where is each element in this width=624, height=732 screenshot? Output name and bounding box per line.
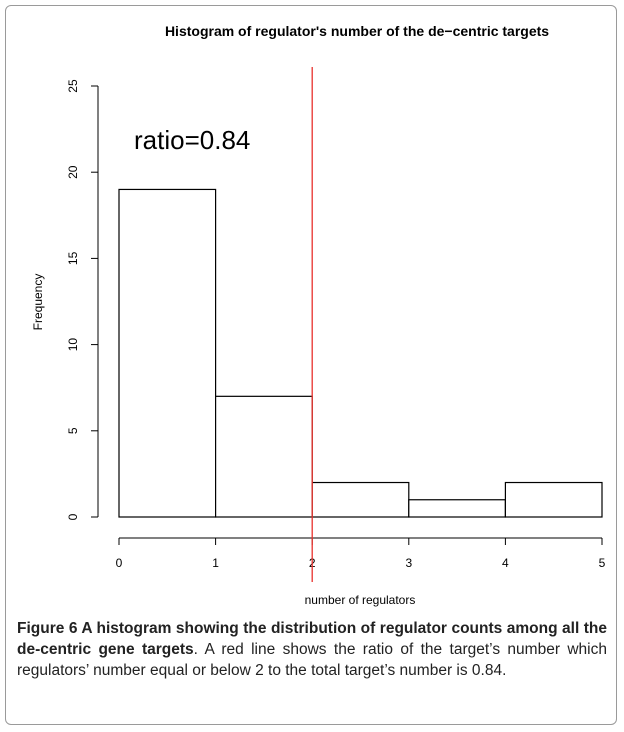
histogram-bar — [504, 481, 603, 518]
y-tick-label: 15 — [66, 251, 80, 265]
histogram-bar — [408, 499, 506, 518]
ratio-annotation: ratio=0.84 — [134, 125, 250, 155]
y-tick-label: 25 — [66, 79, 80, 93]
caption-title: Figure 6 A histogram showing the distrib… — [17, 620, 607, 658]
histogram-bar — [118, 188, 217, 518]
y-axis-label: Frequency — [31, 274, 45, 331]
x-axis: 012345 — [116, 537, 606, 570]
x-tick-label: 5 — [599, 556, 606, 570]
y-tick-label: 5 — [66, 427, 80, 434]
histogram-chart: Histogram of regulator's number of the d… — [31, 23, 606, 607]
x-axis-label: number of regulators — [305, 593, 416, 607]
y-axis: 0 5 10 15 20 25 — [66, 79, 99, 520]
figure-caption: Figure 6 A histogram showing the distrib… — [17, 618, 607, 681]
y-tick-label: 0 — [66, 513, 80, 520]
x-tick-label: 3 — [405, 556, 412, 570]
y-tick-label: 10 — [66, 338, 80, 352]
histogram-bar — [215, 395, 313, 518]
chart-title: Histogram of regulator's number of the d… — [165, 23, 549, 39]
x-tick-label: 1 — [212, 556, 219, 570]
bars-layer — [118, 188, 603, 518]
histogram-bar — [311, 481, 410, 518]
caption-text: . A red line shows the ratio of the targ… — [17, 641, 607, 679]
x-tick-label: 4 — [502, 556, 509, 570]
figure-frame — [5, 5, 617, 725]
x-tick-label: 0 — [116, 556, 123, 570]
y-tick-label: 20 — [66, 165, 80, 179]
